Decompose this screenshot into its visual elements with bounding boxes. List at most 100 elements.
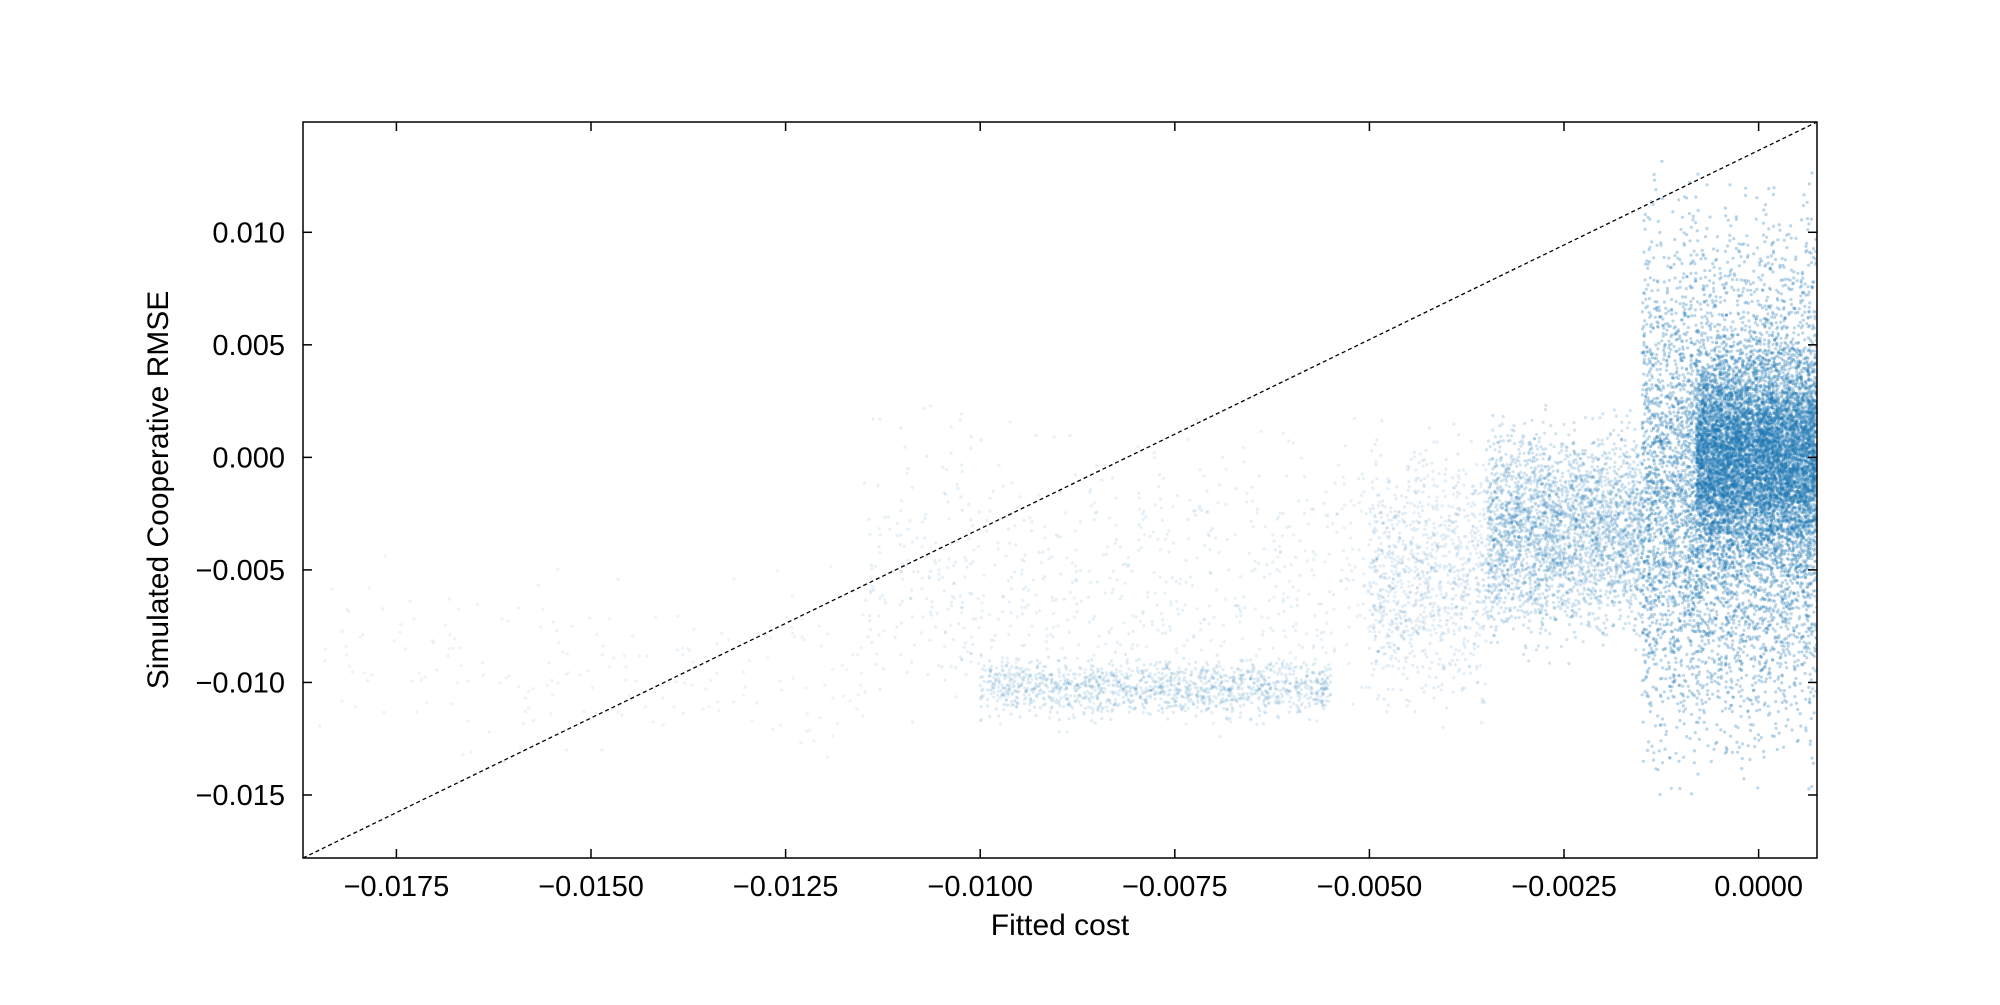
scatter-point — [1620, 429, 1624, 433]
scatter-point — [1091, 617, 1095, 621]
scatter-point — [1598, 416, 1602, 420]
scatter-point — [1087, 569, 1091, 573]
scatter-point — [1343, 503, 1347, 507]
scatter-point — [1494, 552, 1498, 556]
scatter-point — [1123, 685, 1127, 689]
scatter-point — [1387, 544, 1391, 549]
scatter-point — [1397, 540, 1401, 544]
scatter-point — [1422, 550, 1426, 555]
scatter-point — [1541, 457, 1545, 461]
scatter-point — [1374, 662, 1378, 666]
scatter-point — [1373, 564, 1377, 569]
scatter-point — [1412, 511, 1416, 515]
scatter-point — [1439, 688, 1443, 692]
scatter-point — [1267, 701, 1271, 705]
scatter-point — [1424, 557, 1428, 561]
scatter-point — [1402, 505, 1407, 509]
scatter-point — [1424, 533, 1428, 537]
scatter-point — [1451, 596, 1456, 601]
scatter-point — [1222, 687, 1226, 692]
scatter-point — [1471, 539, 1475, 543]
scatter-point — [1385, 641, 1389, 645]
scatter-point — [869, 591, 873, 595]
scatter-point — [1303, 685, 1307, 690]
scatter-point — [968, 537, 972, 541]
scatter-point — [1168, 704, 1172, 708]
scatter-point — [688, 649, 692, 653]
scatter-point — [1362, 490, 1366, 494]
scatter-point — [1073, 694, 1077, 698]
scatter-point — [1034, 714, 1038, 718]
scatter-point — [1484, 468, 1488, 472]
scatter-point — [956, 486, 960, 491]
scatter-point — [1421, 533, 1425, 537]
scatter-point — [1541, 447, 1545, 451]
scatter-point — [979, 616, 983, 620]
scatter-point — [1590, 453, 1594, 457]
scatter-point — [1563, 548, 1567, 552]
scatter-point — [1205, 489, 1209, 493]
scatter-point — [1028, 516, 1032, 520]
scatter-point — [1280, 672, 1284, 676]
scatter-point — [1385, 710, 1389, 714]
scatter-point — [1418, 452, 1422, 456]
scatter-point — [1317, 602, 1321, 606]
scatter-point — [1057, 674, 1061, 678]
scatter-point — [1413, 576, 1417, 580]
scatter-point — [1421, 615, 1425, 619]
scatter-point — [989, 645, 994, 650]
scatter-point — [1212, 694, 1216, 698]
scatter-point — [1051, 625, 1055, 630]
scatter-point — [1153, 503, 1158, 507]
scatter-point — [1424, 448, 1428, 452]
scatter-point — [1410, 644, 1414, 649]
scatter-point — [989, 692, 993, 696]
scatter-point — [1058, 572, 1063, 576]
scatter-point — [1442, 544, 1446, 549]
scatter-point — [1516, 608, 1520, 612]
scatter-point — [1359, 685, 1364, 689]
scatter-point — [1541, 420, 1545, 424]
scatter-point — [1482, 463, 1486, 467]
scatter-point — [1183, 671, 1187, 675]
scatter-point — [1145, 694, 1149, 699]
scatter-point — [1240, 673, 1245, 677]
scatter-point — [318, 724, 322, 728]
scatter-point — [1234, 603, 1239, 608]
scatter-point — [1537, 568, 1541, 572]
scatter-point — [1280, 692, 1284, 696]
scatter-point — [1023, 553, 1027, 557]
scatter-point — [818, 716, 822, 720]
scatter-point — [1207, 679, 1212, 683]
scatter-point — [1361, 557, 1366, 561]
scatter-point — [1200, 709, 1204, 713]
scatter-point — [1229, 687, 1233, 691]
scatter-point — [1399, 579, 1403, 583]
scatter-point — [399, 622, 403, 627]
scatter-point — [1430, 504, 1434, 508]
scatter-point — [1265, 691, 1269, 695]
scatter-point — [1057, 730, 1062, 734]
scatter-point — [905, 471, 909, 475]
scatter-point — [1159, 677, 1163, 682]
scatter-point — [1291, 672, 1295, 676]
scatter-point — [1446, 573, 1450, 577]
scatter-point — [1195, 417, 1199, 421]
scatter-point — [1461, 589, 1465, 593]
scatter-point — [898, 426, 903, 430]
scatter-point — [1203, 674, 1207, 678]
scatter-point — [880, 593, 884, 598]
scatter-point — [1443, 494, 1447, 499]
scatter-point — [1401, 512, 1405, 516]
scatter-point — [805, 729, 809, 733]
scatter-point — [1184, 722, 1188, 726]
scatter-point — [959, 495, 963, 499]
scatter-point — [1451, 621, 1455, 625]
scatter-point — [1478, 533, 1482, 537]
scatter-point — [1230, 706, 1234, 710]
scatter-point — [1221, 623, 1225, 627]
scatter-point — [1392, 572, 1396, 576]
scatter-point — [1394, 612, 1398, 617]
scatter-point — [1157, 680, 1161, 684]
scatter-point — [1393, 617, 1397, 621]
